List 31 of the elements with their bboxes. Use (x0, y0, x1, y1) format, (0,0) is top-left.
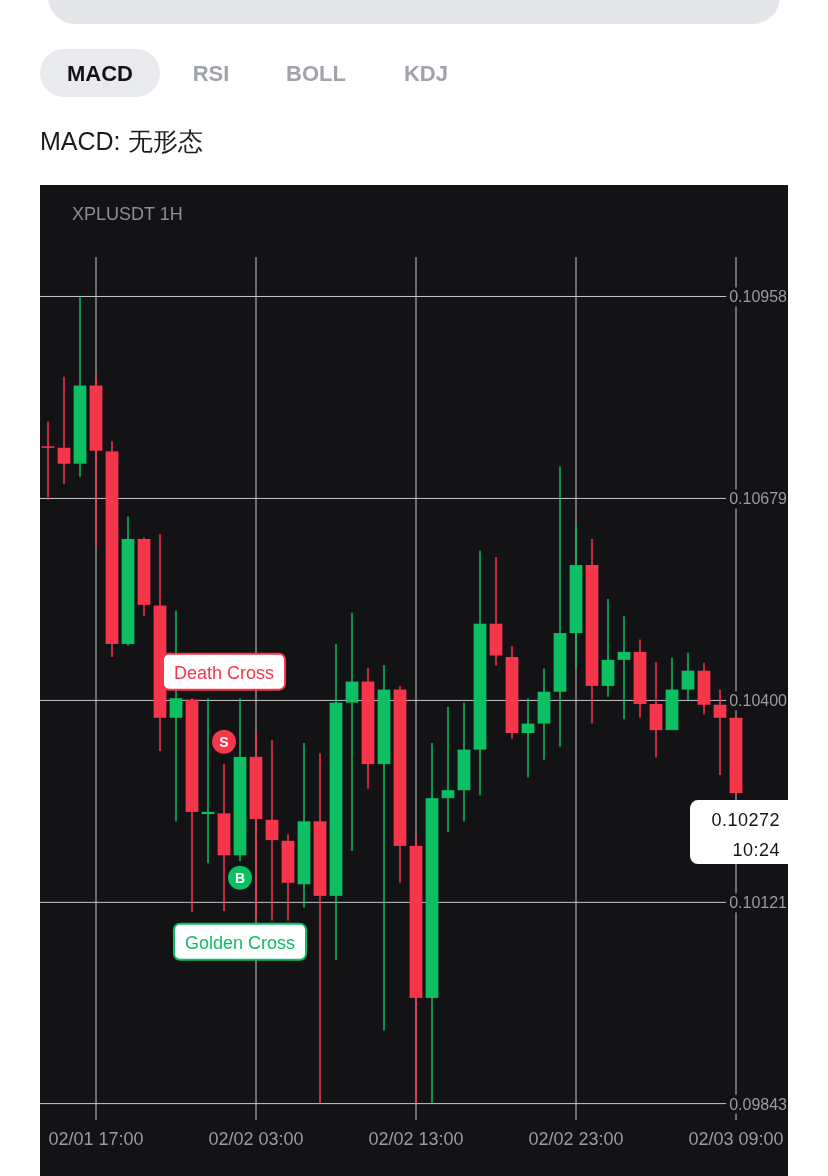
candlestick (41, 420, 55, 501)
x-tick-label: 02/02 03:00 (208, 1129, 304, 1149)
x-tick-label: 02/02 23:00 (528, 1129, 624, 1149)
annotation: S (219, 733, 229, 750)
candlestick (681, 651, 695, 701)
candlestick (521, 697, 535, 778)
y-tick-label: 0.10400 (729, 692, 788, 710)
annotation: 10:24 (732, 840, 780, 861)
annotation: Death Cross (173, 662, 275, 683)
text: RSI (192, 61, 230, 86)
y-tick-label: 0.10679 (729, 490, 788, 508)
text: MACD (67, 61, 133, 86)
text: KDJ (403, 61, 449, 86)
text: XPLUSDT 1H (72, 204, 183, 224)
y-tick-label: 0.10121 (729, 894, 788, 912)
annotation: 0.10272 (711, 810, 780, 831)
candlestick (441, 706, 455, 833)
y-tick-label: 0.10958 (729, 288, 788, 306)
candlestick (345, 612, 359, 852)
x-tick-label: 02/03 09:00 (688, 1129, 784, 1149)
annotation: B (234, 869, 246, 886)
candlestick (617, 614, 631, 720)
candlestick (57, 376, 71, 485)
annotation: Golden Cross (184, 932, 296, 953)
chart-subtitle: MACD: 无形态 (40, 127, 203, 155)
y-tick-label: 0.09843 (729, 1095, 788, 1113)
x-tick-label: 02/02 13:00 (368, 1129, 464, 1149)
candlestick (713, 688, 727, 776)
candlestick (265, 739, 279, 922)
x-tick-label: 02/01 17:00 (48, 1129, 144, 1149)
text: BOLL (286, 61, 346, 86)
